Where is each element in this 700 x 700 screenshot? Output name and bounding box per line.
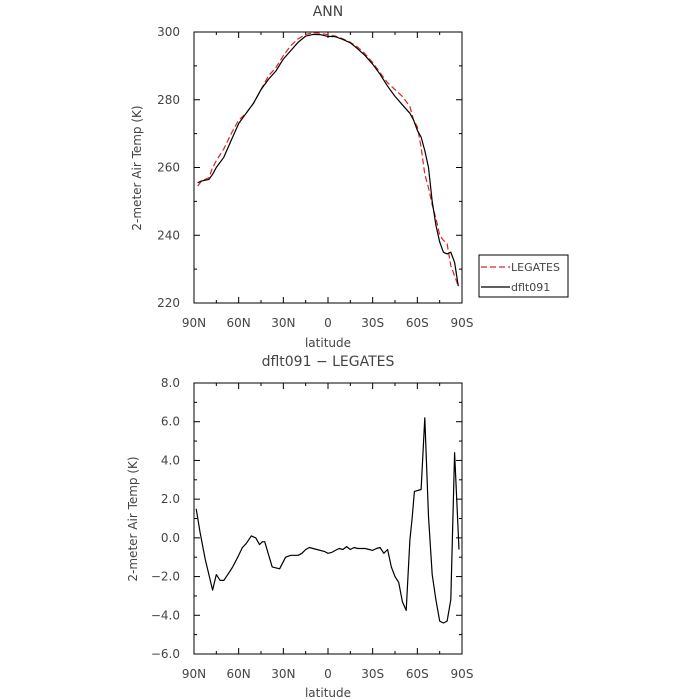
top-x-tick-label: 90S (451, 316, 474, 330)
top-plot-frame (193, 31, 463, 304)
top-chart-title: ANN (313, 4, 344, 20)
top-series-line-legates (197, 32, 459, 287)
bottom-x-axis-label: latitude (305, 686, 351, 700)
bottom-x-tick-label: 0 (324, 667, 332, 681)
top-ticks: 90N 60N 30N 0 30S 60S 90S 220 240 260 280 300 (157, 25, 473, 330)
legend-label-legates: LEGATES (511, 261, 560, 274)
top-panel: ANN latitude 2-meter Air Temp (K) 90N 60N… (130, 4, 473, 350)
bottom-y-tick-label: 6.0 (161, 415, 180, 429)
bottom-x-tick-label: 90N (182, 667, 206, 681)
bottom-y-tick-label: 0.0 (161, 531, 180, 545)
top-x-axis-label: latitude (305, 336, 351, 350)
top-x-tick-label: 30S (361, 316, 384, 330)
bottom-y-tick-label: −4.0 (151, 608, 180, 622)
bottom-x-tick-label: 90S (451, 667, 474, 681)
legend-label-dflt091: dflt091 (511, 281, 550, 294)
bottom-y-tick-label: −2.0 (151, 570, 180, 584)
bottom-ticks: 90N 60N 30N 0 30S 60S 90S −6.0 −4.0 −2.0 0.0 2.0 4.0… (151, 376, 474, 681)
top-y-tick-label: 280 (157, 93, 180, 107)
bottom-panel: dflt091 − LEGATES latitude 2-meter Air T… (126, 354, 473, 700)
top-x-tick-label: 60S (406, 316, 429, 330)
top-x-tick-label: 30N (271, 316, 295, 330)
legend-box (478, 254, 569, 298)
top-x-tick-label: 60N (227, 316, 251, 330)
bottom-x-tick-label: 60N (227, 667, 251, 681)
bottom-y-tick-label: −6.0 (151, 647, 180, 661)
top-x-tick-label: 90N (182, 316, 206, 330)
bottom-x-tick-label: 30S (361, 667, 384, 681)
top-y-tick-label: 260 (157, 161, 180, 175)
top-x-tick-label: 0 (324, 316, 332, 330)
bottom-y-tick-label: 2.0 (161, 492, 180, 506)
top-y-tick-label: 220 (157, 296, 180, 310)
top-y-tick-label: 240 (157, 228, 180, 242)
bottom-y-tick-label: 8.0 (161, 376, 180, 390)
bottom-y-tick-label: 4.0 (161, 453, 180, 467)
bottom-series-line-difference (195, 417, 460, 624)
bottom-chart-title: dflt091 − LEGATES (262, 354, 395, 370)
bottom-series-lines (195, 417, 460, 624)
bottom-x-tick-label: 60S (406, 667, 429, 681)
top-series-lines (197, 32, 459, 287)
top-y-tick-label: 300 (157, 25, 180, 39)
top-y-axis-label: 2-meter Air Temp (K) (130, 105, 144, 230)
bottom-x-tick-label: 30N (271, 667, 295, 681)
legend: LEGATES dflt091 (478, 254, 569, 298)
bottom-y-axis-label: 2-meter Air Temp (K) (126, 456, 140, 581)
top-series-line-dflt091 (197, 33, 459, 287)
bottom-plot-frame (193, 382, 463, 655)
